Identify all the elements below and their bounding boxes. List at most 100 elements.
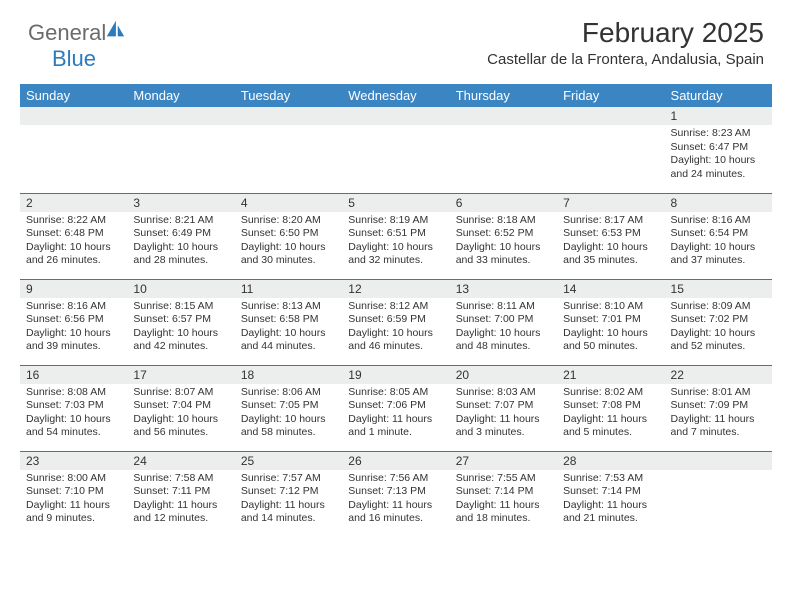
sunset-text: Sunset: 6:53 PM bbox=[563, 227, 658, 241]
logo-text-blue: Blue bbox=[28, 46, 96, 71]
day-details: Sunrise: 8:10 AMSunset: 7:01 PMDaylight:… bbox=[557, 298, 664, 359]
day-details: Sunrise: 8:21 AMSunset: 6:49 PMDaylight:… bbox=[127, 212, 234, 273]
day-number: 12 bbox=[342, 280, 449, 298]
calendar-cell: 23Sunrise: 8:00 AMSunset: 7:10 PMDayligh… bbox=[20, 451, 127, 537]
calendar-cell: 24Sunrise: 7:58 AMSunset: 7:11 PMDayligh… bbox=[127, 451, 234, 537]
sunset-text: Sunset: 7:13 PM bbox=[348, 485, 443, 499]
day-number bbox=[665, 452, 772, 470]
day-details: Sunrise: 8:18 AMSunset: 6:52 PMDaylight:… bbox=[450, 212, 557, 273]
daylight-text: Daylight: 10 hours and 39 minutes. bbox=[26, 327, 121, 354]
calendar-week-row: 2Sunrise: 8:22 AMSunset: 6:48 PMDaylight… bbox=[20, 193, 772, 279]
daylight-text: Daylight: 11 hours and 9 minutes. bbox=[26, 499, 121, 526]
day-number: 17 bbox=[127, 366, 234, 384]
day-number: 26 bbox=[342, 452, 449, 470]
calendar-cell: 9Sunrise: 8:16 AMSunset: 6:56 PMDaylight… bbox=[20, 279, 127, 365]
header: General Blue February 2025 Castellar de … bbox=[0, 0, 792, 80]
sunrise-text: Sunrise: 8:19 AM bbox=[348, 214, 443, 228]
day-number bbox=[235, 107, 342, 125]
calendar-cell: 20Sunrise: 8:03 AMSunset: 7:07 PMDayligh… bbox=[450, 365, 557, 451]
logo-text-gray: General bbox=[28, 20, 106, 45]
day-details: Sunrise: 8:23 AMSunset: 6:47 PMDaylight:… bbox=[665, 125, 772, 186]
location-subtitle: Castellar de la Frontera, Andalusia, Spa… bbox=[487, 51, 764, 68]
calendar-cell: 5Sunrise: 8:19 AMSunset: 6:51 PMDaylight… bbox=[342, 193, 449, 279]
day-header: Monday bbox=[127, 84, 234, 107]
day-details: Sunrise: 8:20 AMSunset: 6:50 PMDaylight:… bbox=[235, 212, 342, 273]
day-number: 8 bbox=[665, 194, 772, 212]
day-header: Friday bbox=[557, 84, 664, 107]
daylight-text: Daylight: 10 hours and 28 minutes. bbox=[133, 241, 228, 268]
day-details: Sunrise: 8:17 AMSunset: 6:53 PMDaylight:… bbox=[557, 212, 664, 273]
daylight-text: Daylight: 10 hours and 32 minutes. bbox=[348, 241, 443, 268]
calendar-cell: 2Sunrise: 8:22 AMSunset: 6:48 PMDaylight… bbox=[20, 193, 127, 279]
calendar-cell bbox=[557, 107, 664, 193]
calendar-week-row: 16Sunrise: 8:08 AMSunset: 7:03 PMDayligh… bbox=[20, 365, 772, 451]
day-header: Sunday bbox=[20, 84, 127, 107]
sunrise-text: Sunrise: 7:58 AM bbox=[133, 472, 228, 486]
sunset-text: Sunset: 7:10 PM bbox=[26, 485, 121, 499]
sunset-text: Sunset: 7:08 PM bbox=[563, 399, 658, 413]
day-details: Sunrise: 7:53 AMSunset: 7:14 PMDaylight:… bbox=[557, 470, 664, 531]
day-details: Sunrise: 8:16 AMSunset: 6:54 PMDaylight:… bbox=[665, 212, 772, 273]
day-header: Wednesday bbox=[342, 84, 449, 107]
day-number: 10 bbox=[127, 280, 234, 298]
calendar-cell: 17Sunrise: 8:07 AMSunset: 7:04 PMDayligh… bbox=[127, 365, 234, 451]
calendar-cell: 19Sunrise: 8:05 AMSunset: 7:06 PMDayligh… bbox=[342, 365, 449, 451]
calendar-cell: 8Sunrise: 8:16 AMSunset: 6:54 PMDaylight… bbox=[665, 193, 772, 279]
calendar-table: Sunday Monday Tuesday Wednesday Thursday… bbox=[20, 84, 772, 537]
sunrise-text: Sunrise: 8:01 AM bbox=[671, 386, 766, 400]
day-details: Sunrise: 8:16 AMSunset: 6:56 PMDaylight:… bbox=[20, 298, 127, 359]
daylight-text: Daylight: 11 hours and 16 minutes. bbox=[348, 499, 443, 526]
sunrise-text: Sunrise: 8:22 AM bbox=[26, 214, 121, 228]
daylight-text: Daylight: 10 hours and 33 minutes. bbox=[456, 241, 551, 268]
day-details: Sunrise: 8:08 AMSunset: 7:03 PMDaylight:… bbox=[20, 384, 127, 445]
calendar-week-row: 1Sunrise: 8:23 AMSunset: 6:47 PMDaylight… bbox=[20, 107, 772, 193]
day-number: 4 bbox=[235, 194, 342, 212]
calendar-head: Sunday Monday Tuesday Wednesday Thursday… bbox=[20, 84, 772, 107]
day-details: Sunrise: 7:55 AMSunset: 7:14 PMDaylight:… bbox=[450, 470, 557, 531]
sunset-text: Sunset: 6:48 PM bbox=[26, 227, 121, 241]
calendar-cell bbox=[450, 107, 557, 193]
sunset-text: Sunset: 6:59 PM bbox=[348, 313, 443, 327]
daylight-text: Daylight: 10 hours and 52 minutes. bbox=[671, 327, 766, 354]
day-number: 19 bbox=[342, 366, 449, 384]
daylight-text: Daylight: 10 hours and 56 minutes. bbox=[133, 413, 228, 440]
day-number: 14 bbox=[557, 280, 664, 298]
calendar-cell: 10Sunrise: 8:15 AMSunset: 6:57 PMDayligh… bbox=[127, 279, 234, 365]
sunset-text: Sunset: 7:01 PM bbox=[563, 313, 658, 327]
sunrise-text: Sunrise: 8:18 AM bbox=[456, 214, 551, 228]
sunset-text: Sunset: 7:02 PM bbox=[671, 313, 766, 327]
sunrise-text: Sunrise: 7:57 AM bbox=[241, 472, 336, 486]
sunset-text: Sunset: 7:14 PM bbox=[563, 485, 658, 499]
day-details: Sunrise: 7:56 AMSunset: 7:13 PMDaylight:… bbox=[342, 470, 449, 531]
calendar-cell: 27Sunrise: 7:55 AMSunset: 7:14 PMDayligh… bbox=[450, 451, 557, 537]
calendar-cell: 18Sunrise: 8:06 AMSunset: 7:05 PMDayligh… bbox=[235, 365, 342, 451]
day-number: 16 bbox=[20, 366, 127, 384]
day-number: 7 bbox=[557, 194, 664, 212]
daylight-text: Daylight: 10 hours and 35 minutes. bbox=[563, 241, 658, 268]
calendar-cell: 3Sunrise: 8:21 AMSunset: 6:49 PMDaylight… bbox=[127, 193, 234, 279]
day-number: 20 bbox=[450, 366, 557, 384]
daylight-text: Daylight: 10 hours and 58 minutes. bbox=[241, 413, 336, 440]
day-details: Sunrise: 8:00 AMSunset: 7:10 PMDaylight:… bbox=[20, 470, 127, 531]
calendar-cell bbox=[20, 107, 127, 193]
day-details: Sunrise: 8:12 AMSunset: 6:59 PMDaylight:… bbox=[342, 298, 449, 359]
day-details: Sunrise: 7:58 AMSunset: 7:11 PMDaylight:… bbox=[127, 470, 234, 531]
sunset-text: Sunset: 7:00 PM bbox=[456, 313, 551, 327]
sunrise-text: Sunrise: 8:13 AM bbox=[241, 300, 336, 314]
calendar-cell: 26Sunrise: 7:56 AMSunset: 7:13 PMDayligh… bbox=[342, 451, 449, 537]
day-number: 15 bbox=[665, 280, 772, 298]
sunset-text: Sunset: 6:51 PM bbox=[348, 227, 443, 241]
sunset-text: Sunset: 7:14 PM bbox=[456, 485, 551, 499]
day-number: 13 bbox=[450, 280, 557, 298]
day-number: 24 bbox=[127, 452, 234, 470]
calendar-week-row: 23Sunrise: 8:00 AMSunset: 7:10 PMDayligh… bbox=[20, 451, 772, 537]
logo-text: General Blue bbox=[28, 18, 126, 72]
day-number: 11 bbox=[235, 280, 342, 298]
sunrise-text: Sunrise: 8:10 AM bbox=[563, 300, 658, 314]
day-details: Sunrise: 8:09 AMSunset: 7:02 PMDaylight:… bbox=[665, 298, 772, 359]
daylight-text: Daylight: 10 hours and 46 minutes. bbox=[348, 327, 443, 354]
calendar-cell bbox=[127, 107, 234, 193]
day-header: Thursday bbox=[450, 84, 557, 107]
day-header-row: Sunday Monday Tuesday Wednesday Thursday… bbox=[20, 84, 772, 107]
logo: General Blue bbox=[28, 18, 126, 72]
